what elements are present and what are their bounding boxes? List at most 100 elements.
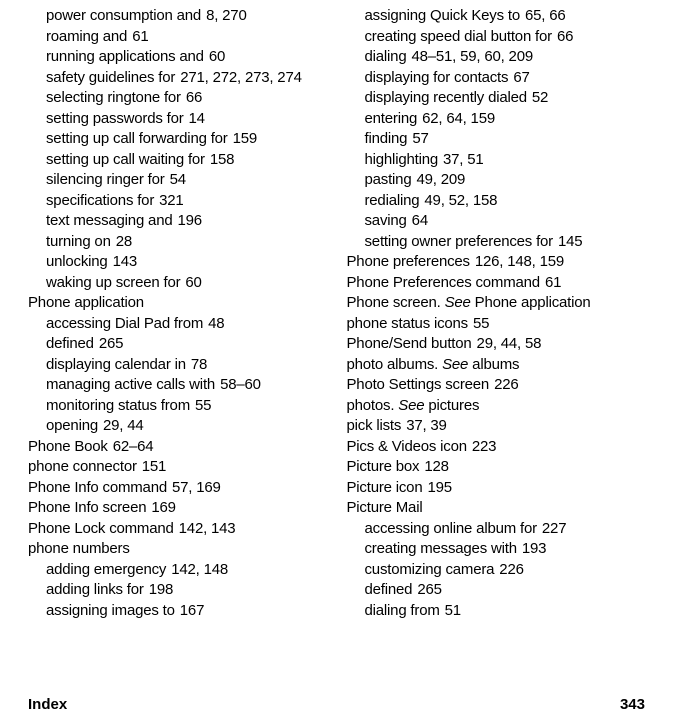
entry-pages: 151 xyxy=(142,458,166,475)
entry-text: defined xyxy=(365,581,413,598)
index-entry: phone numbers xyxy=(28,539,327,560)
entry-text: redialing xyxy=(365,192,420,209)
index-entry: running applications and60 xyxy=(28,47,327,68)
index-entry: highlighting37, 51 xyxy=(347,150,646,171)
index-entry: setting up call waiting for158 xyxy=(28,150,327,171)
entry-pages: 66 xyxy=(186,89,202,106)
see-keyword: See xyxy=(442,356,468,373)
footer-page-number: 343 xyxy=(620,696,645,713)
entry-text: customizing camera xyxy=(365,561,495,578)
entry-pages: 226 xyxy=(499,561,523,578)
entry-pages: 28 xyxy=(116,233,132,250)
entry-text: photo albums. xyxy=(347,356,439,373)
index-entry: roaming and 61 xyxy=(28,27,327,48)
entry-text: roaming and xyxy=(46,28,127,45)
index-entry: safety guidelines for271, 272, 273, 274 xyxy=(28,68,327,89)
entry-text: displaying for contacts xyxy=(365,69,509,86)
index-entry: phone connector 151 xyxy=(28,457,327,478)
entry-pages: 57 xyxy=(412,130,428,147)
left-column: power consumption and 8, 270 roaming and 61… xyxy=(28,6,337,621)
index-entry: photos. See pictures xyxy=(347,396,646,417)
entry-text: dialing xyxy=(365,48,407,65)
entry-text: Phone application xyxy=(28,294,144,311)
footer-label: Index xyxy=(28,696,67,713)
entry-text: managing active calls with xyxy=(46,376,215,393)
entry-pages: 321 xyxy=(159,192,183,209)
index-entry: saving64 xyxy=(347,211,646,232)
entry-pages: 193 xyxy=(522,540,546,557)
entry-pages: 227 xyxy=(542,520,566,537)
index-entry: waking up screen for60 xyxy=(28,273,327,294)
entry-pages: 54 xyxy=(170,171,186,188)
entry-pages: 8, 270 xyxy=(206,7,247,24)
index-entry: creating speed dial button for66 xyxy=(347,27,646,48)
entry-pages: 49, 209 xyxy=(416,171,465,188)
entry-pages: 37, 51 xyxy=(443,151,484,168)
index-entry: accessing Dial Pad from48 xyxy=(28,314,327,335)
index-entry: adding links for198 xyxy=(28,580,327,601)
entry-text: specifications for xyxy=(46,192,154,209)
index-entry: managing active calls with58–60 xyxy=(28,375,327,396)
index-entry: Phone/Send button29, 44, 58 xyxy=(347,334,646,355)
see-keyword: See xyxy=(398,397,424,414)
index-entry: Picture box128 xyxy=(347,457,646,478)
index-entry: selecting ringtone for 66 xyxy=(28,88,327,109)
entry-pages: 66 xyxy=(557,28,573,45)
index-entry: Phone screen. See Phone application xyxy=(347,293,646,314)
see-target: pictures xyxy=(428,397,479,414)
entry-pages: 61 xyxy=(132,28,148,45)
index-page: power consumption and 8, 270 roaming and 61… xyxy=(0,0,673,727)
entry-text: entering xyxy=(365,110,418,127)
index-entry: Phone Lock command142, 143 xyxy=(28,519,327,540)
index-entry: dialing48–51, 59, 60, 209 xyxy=(347,47,646,68)
index-entry: displaying for contacts67 xyxy=(347,68,646,89)
index-entry: Picture icon195 xyxy=(347,478,646,499)
index-entry: assigning images to167 xyxy=(28,601,327,622)
entry-pages: 55 xyxy=(473,315,489,332)
entry-pages: 51 xyxy=(445,602,461,619)
entry-pages: 169 xyxy=(151,499,175,516)
entry-text: Phone Book xyxy=(28,438,108,455)
entry-text: Picture icon xyxy=(347,479,423,496)
index-entry: Phone Info screen169 xyxy=(28,498,327,519)
index-entry: Photo Settings screen226 xyxy=(347,375,646,396)
entry-pages: 265 xyxy=(99,335,123,352)
index-entry: assigning Quick Keys to 65, 66 xyxy=(347,6,646,27)
entry-pages: 60 xyxy=(185,274,201,291)
index-entry: Phone preferences126, 148, 159 xyxy=(347,252,646,273)
index-entry: Phone Book 62–64 xyxy=(28,437,327,458)
entry-text: adding links for xyxy=(46,581,144,598)
entry-text: turning on xyxy=(46,233,111,250)
entry-pages: 142, 143 xyxy=(179,520,236,537)
entry-text: power consumption and xyxy=(46,7,201,24)
entry-pages: 142, 148 xyxy=(171,561,228,578)
entry-text: phone connector xyxy=(28,458,137,475)
entry-text: monitoring status from xyxy=(46,397,190,414)
entry-text: photos. xyxy=(347,397,395,414)
entry-text: setting up call forwarding for xyxy=(46,130,228,147)
entry-text: Phone Info command xyxy=(28,479,167,496)
entry-text: phone status icons xyxy=(347,315,468,332)
index-entry: Pics & Videos icon223 xyxy=(347,437,646,458)
index-entry: entering62, 64, 159 xyxy=(347,109,646,130)
entry-pages: 65, 66 xyxy=(525,7,566,24)
entry-text: Phone screen. xyxy=(347,294,441,311)
index-entry: setting up call forwarding for159 xyxy=(28,129,327,150)
entry-pages: 49, 52, 158 xyxy=(424,192,497,209)
see-target: albums xyxy=(472,356,519,373)
index-entry: setting passwords for14 xyxy=(28,109,327,130)
index-entry: Phone application xyxy=(28,293,327,314)
entry-text: assigning Quick Keys to xyxy=(365,7,520,24)
page-footer: Index 343 xyxy=(28,696,645,713)
entry-text: unlocking xyxy=(46,253,108,270)
entry-text: selecting ringtone for xyxy=(46,89,181,106)
entry-text: silencing ringer for xyxy=(46,171,165,188)
right-column: assigning Quick Keys to 65, 66 creating sp… xyxy=(337,6,646,621)
see-keyword: See xyxy=(445,294,471,311)
entry-text: pick lists xyxy=(347,417,402,434)
entry-pages: 78 xyxy=(191,356,207,373)
index-entry: displaying recently dialed52 xyxy=(347,88,646,109)
entry-pages: 67 xyxy=(513,69,529,86)
index-entry: defined265 xyxy=(28,334,327,355)
entry-pages: 62–64 xyxy=(113,438,154,455)
